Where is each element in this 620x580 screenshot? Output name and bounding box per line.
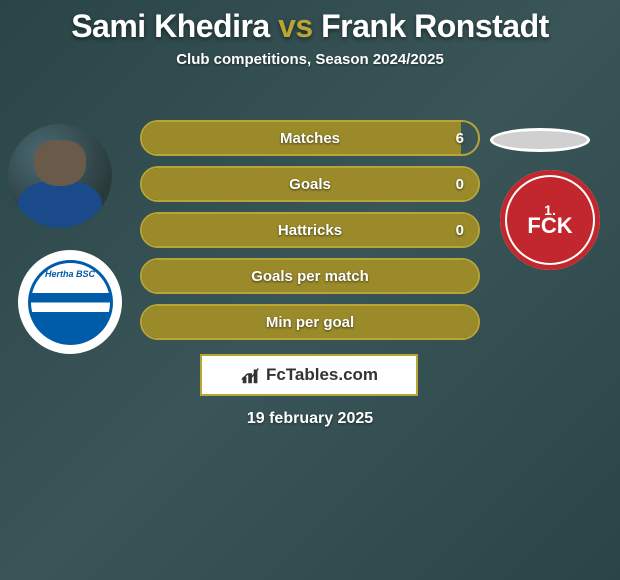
stat-label: Hattricks <box>142 214 478 246</box>
stat-label: Matches <box>142 122 478 154</box>
stat-row-goals: Goals 0 <box>140 166 480 202</box>
stat-label: Goals per match <box>142 260 478 292</box>
hertha-bsc-badge: Hertha BSC <box>18 250 122 354</box>
hertha-bsc-badge-inner: Hertha BSC <box>28 260 113 345</box>
date-text: 19 february 2025 <box>0 410 620 428</box>
stat-value: 0 <box>456 168 464 200</box>
stat-row-matches: Matches 6 <box>140 120 480 156</box>
watermark-box: FcTables.com <box>200 354 418 396</box>
stat-label: Min per goal <box>142 306 478 338</box>
stat-value: 0 <box>456 214 464 246</box>
stat-value: 6 <box>456 122 464 154</box>
player2-name: Frank Ronstadt <box>321 8 549 44</box>
subtitle: Club competitions, Season 2024/2025 <box>0 51 620 68</box>
bar-chart-icon <box>240 364 262 386</box>
stat-row-hattricks: Hattricks 0 <box>140 212 480 248</box>
fc-kaiserslautern-badge: 1. FCK <box>500 170 600 270</box>
player-photo-sami-khedira <box>8 124 112 228</box>
fck-badge-text: 1. FCK <box>527 205 572 236</box>
stats-container: Matches 6 Goals 0 Hattricks 0 Goals per … <box>140 120 480 350</box>
stat-row-min-per-goal: Min per goal <box>140 304 480 340</box>
watermark-text: FcTables.com <box>266 365 378 385</box>
stat-row-goals-per-match: Goals per match <box>140 258 480 294</box>
vs-separator: vs <box>278 8 313 44</box>
fck-main-text: FCK <box>527 213 572 238</box>
comparison-title: Sami Khedira vs Frank Ronstadt <box>0 0 620 45</box>
right-oval-marker <box>490 128 590 152</box>
player1-name: Sami Khedira <box>71 8 270 44</box>
stat-label: Goals <box>142 168 478 200</box>
